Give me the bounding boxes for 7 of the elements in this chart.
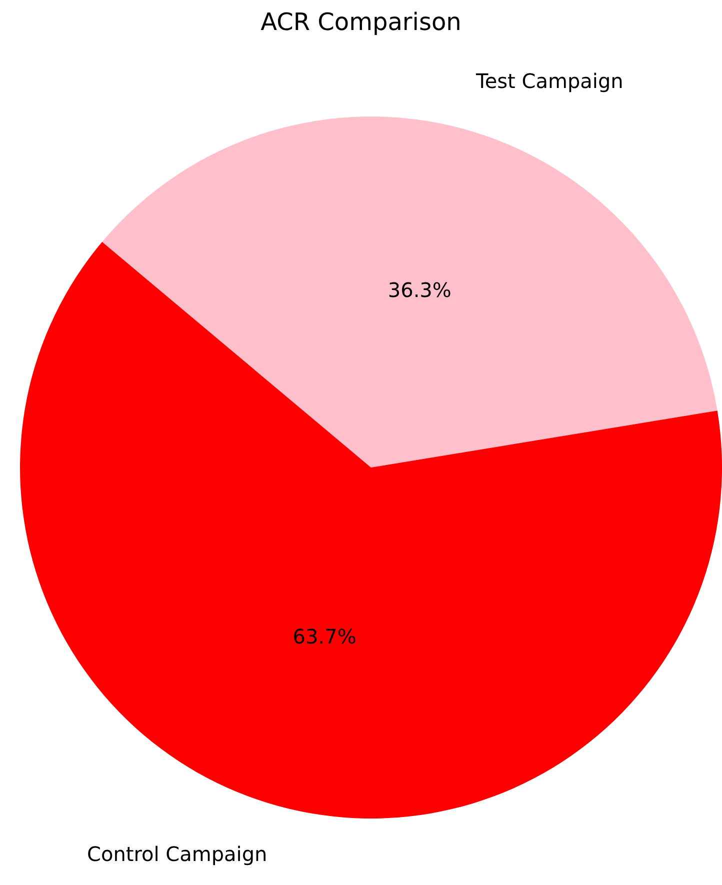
pie-slice <box>102 116 718 468</box>
data-label: 63.7% <box>292 624 356 649</box>
data-label: 36.3% <box>388 278 452 302</box>
chart-title: ACR Comparison <box>260 8 462 36</box>
pie-slice <box>20 242 722 818</box>
slice-label: Control Campaign <box>87 842 268 866</box>
slice-label: Test Campaign <box>475 69 624 93</box>
